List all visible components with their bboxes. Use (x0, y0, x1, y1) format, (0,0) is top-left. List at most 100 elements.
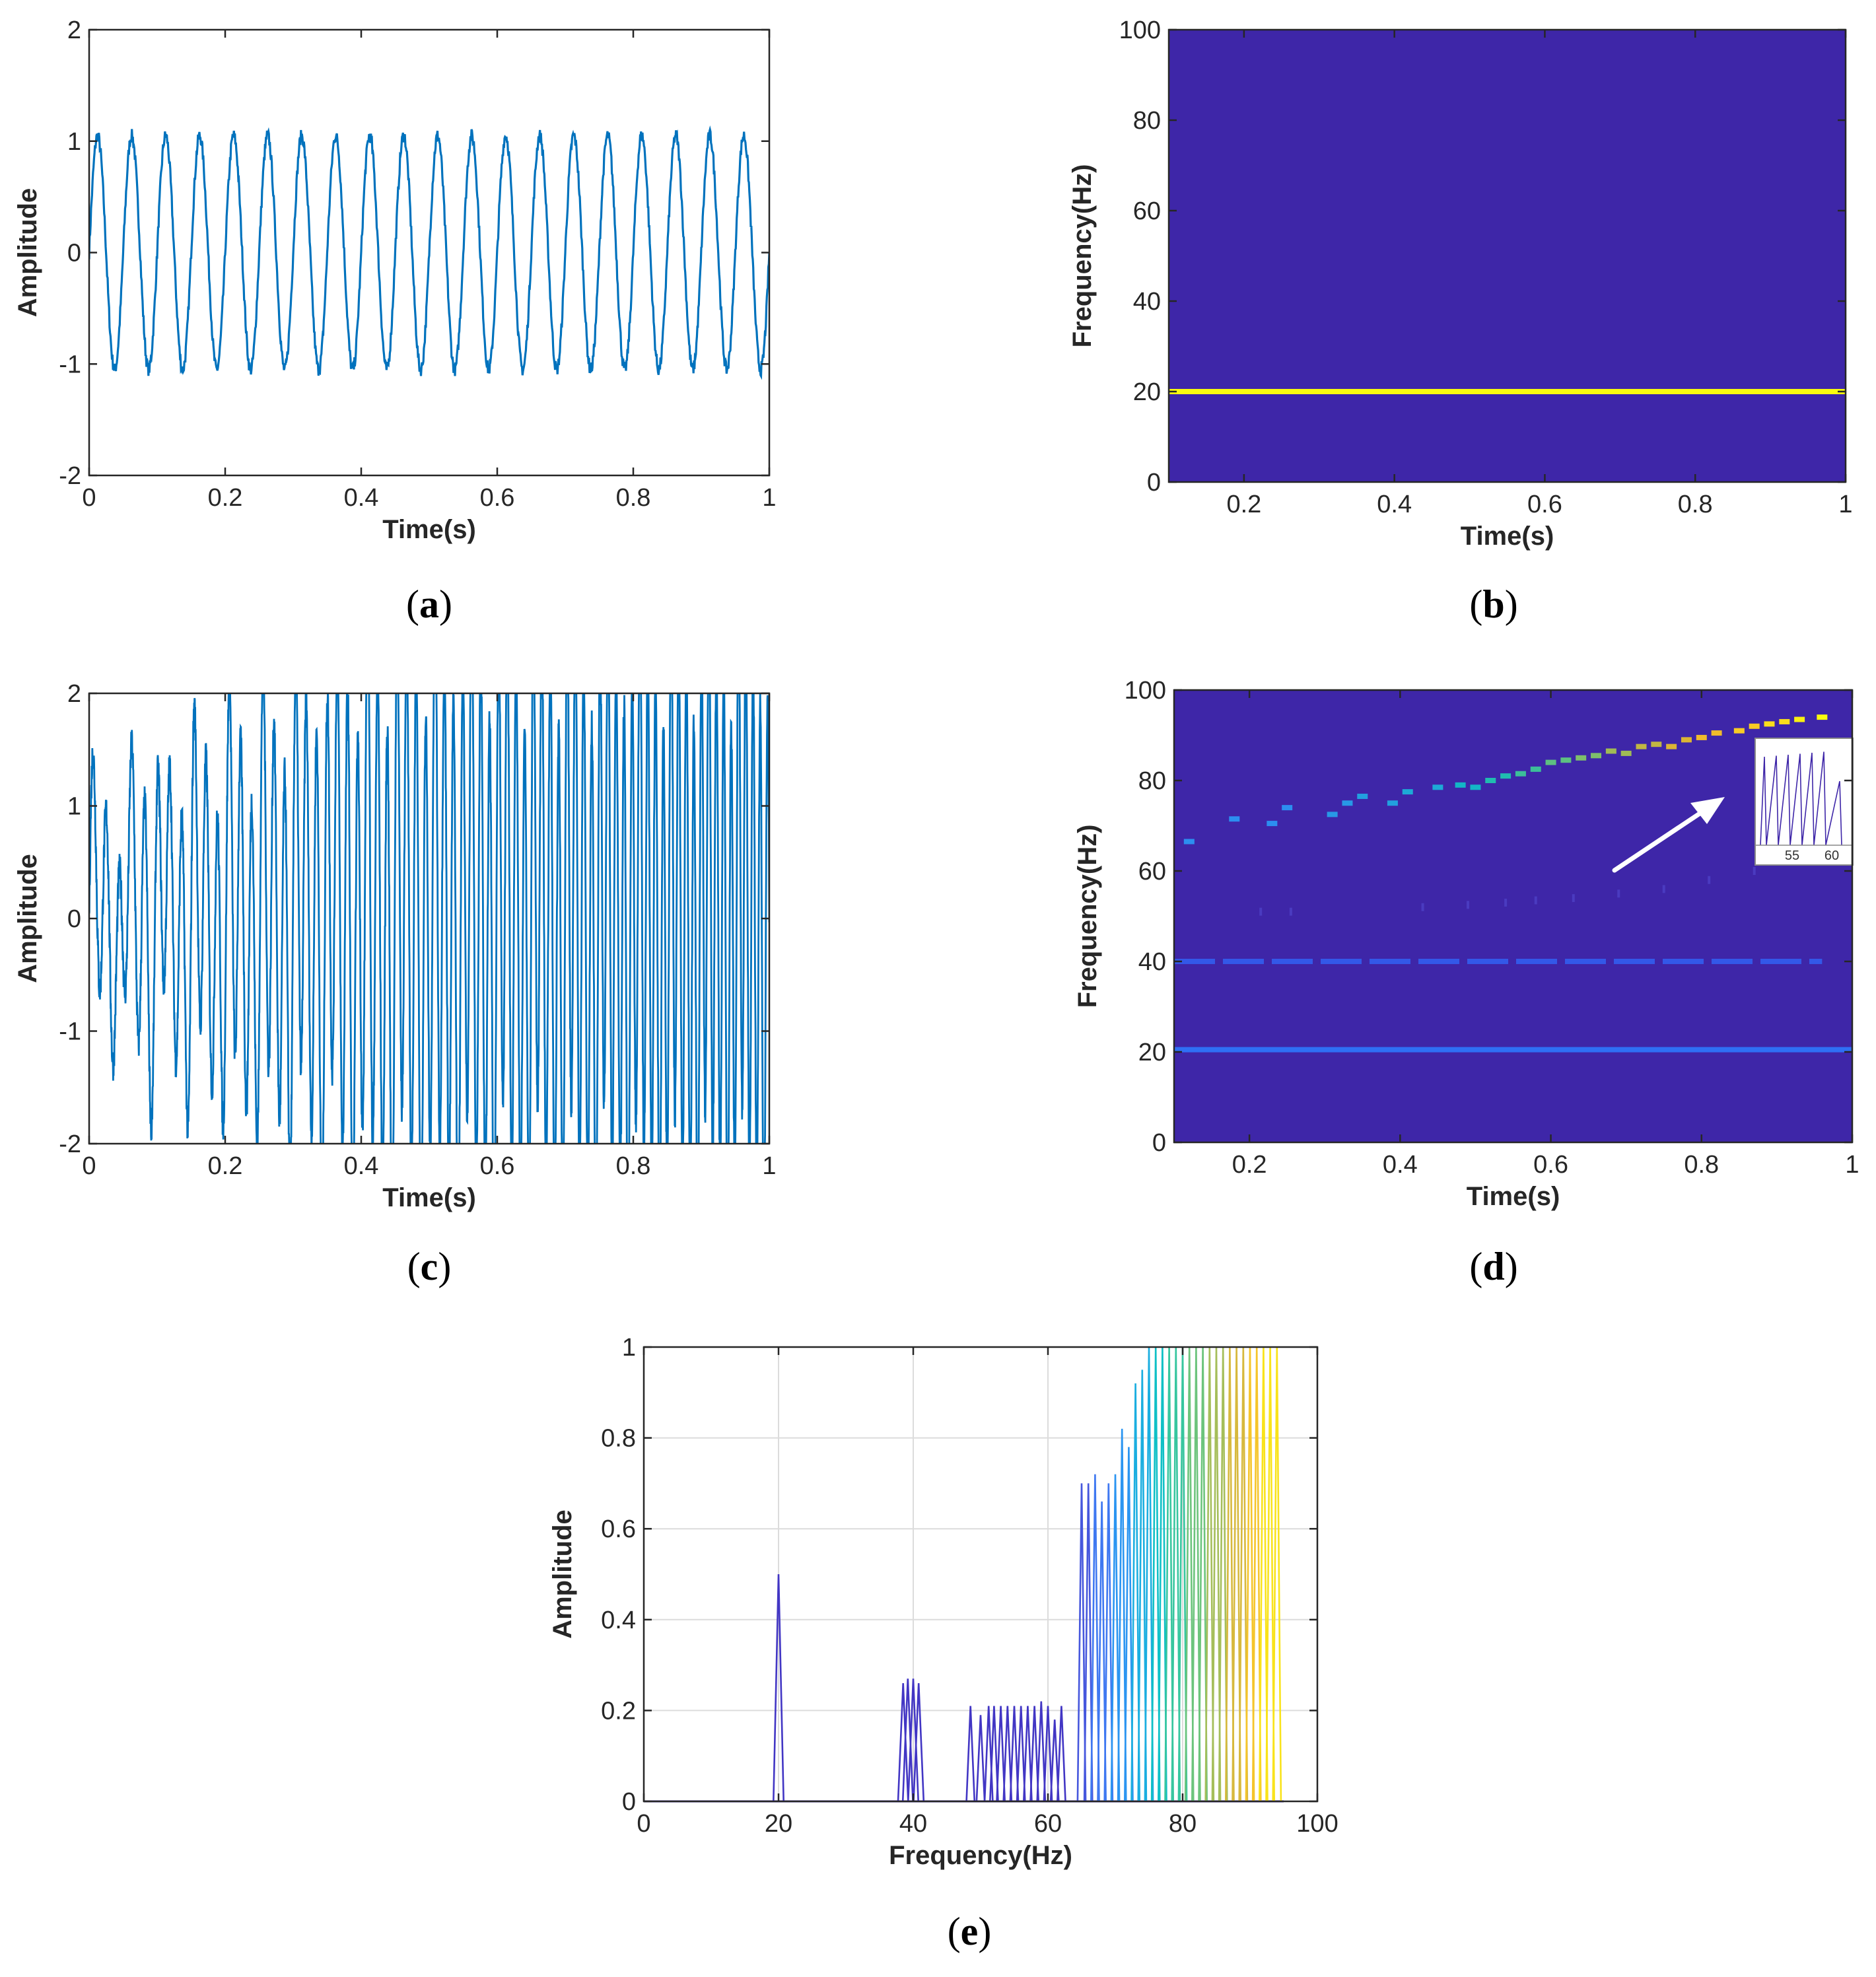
spectral-peak (1023, 1706, 1033, 1801)
y-tick-label: 100 (1125, 677, 1166, 705)
y-tick-label: -2 (59, 462, 81, 490)
spectral-peak (975, 1715, 986, 1801)
faint-mark (1259, 907, 1263, 916)
pointer-arrow (1612, 797, 1725, 873)
heatmap-background (1174, 690, 1852, 1142)
chirp-segment (1651, 742, 1662, 747)
x-tick-label: 0.2 (208, 484, 243, 512)
spectral-peak (1184, 1347, 1195, 1801)
x-tick-label: 0.8 (1684, 1151, 1719, 1179)
chirp-segment (1387, 800, 1398, 806)
spectral-peak (1016, 1706, 1026, 1801)
y-tick-label: 0.4 (601, 1607, 636, 1634)
chirp-segment (1794, 716, 1805, 722)
x-axis-label: Time(s) (1461, 522, 1554, 551)
y-axis-label: Frequency(Hz) (1068, 164, 1097, 348)
series-line (89, 693, 769, 1144)
spectral-peak (1171, 1347, 1181, 1801)
spectral-peak (1130, 1383, 1140, 1801)
spectral-peak (773, 1574, 784, 1801)
spectral-peak (1036, 1701, 1047, 1801)
faint-mark (1617, 889, 1620, 898)
chirp-segment (1545, 759, 1556, 765)
spectral-peak (1090, 1474, 1100, 1801)
y-tick-label: 40 (1133, 288, 1161, 316)
spectral-peak (1204, 1347, 1215, 1801)
y-tick-label: 40 (1138, 948, 1166, 976)
spectral-peak (1029, 1706, 1039, 1801)
spectral-peak (1150, 1347, 1161, 1801)
chirp-segment (1229, 816, 1240, 822)
chirp-segment (1455, 782, 1466, 788)
chirp-segment (1779, 718, 1790, 724)
spectral-peak (913, 1683, 925, 1801)
y-tick-label: -1 (59, 351, 81, 378)
y-tick-label: 1 (622, 1334, 636, 1362)
chirp-segment (1470, 784, 1481, 790)
x-tick-label: 0 (82, 484, 96, 512)
spectral-peak (1158, 1347, 1167, 1801)
x-tick-label: 0.6 (480, 1152, 515, 1180)
spectral-peak (1177, 1347, 1188, 1801)
x-tick-label: 0.4 (344, 484, 379, 512)
chirp-segment (1749, 723, 1760, 729)
faint-mark (1753, 867, 1756, 875)
chirp-segment (1696, 734, 1707, 740)
y-tick-label: -2 (59, 1130, 81, 1158)
spectral-peak (1272, 1347, 1282, 1801)
x-tick-label: 20 (765, 1810, 792, 1838)
chirp-segment (1681, 737, 1692, 743)
y-axis-label: Frequency(Hz) (1073, 825, 1102, 1008)
x-tick-label: 0.6 (1533, 1151, 1568, 1179)
chirp-segment (1282, 805, 1293, 811)
chirp-segment (1267, 821, 1278, 827)
spectral-peak (907, 1679, 919, 1801)
faint-mark (1708, 876, 1711, 884)
chirp-segment (1402, 789, 1413, 795)
x-tick-label: 0.8 (616, 484, 651, 512)
y-tick-label: -1 (59, 1018, 81, 1046)
y-tick-label: 0.2 (601, 1697, 636, 1725)
spectral-peak (1049, 1719, 1060, 1801)
spectral-peak (1232, 1347, 1241, 1801)
y-tick-label: 60 (1138, 858, 1166, 885)
y-axis-label: Amplitude (13, 854, 42, 983)
arrow-shaft (1612, 808, 1706, 873)
panel-c-label: (c) (407, 1245, 452, 1288)
spectral-peak (897, 1683, 909, 1801)
y-tick-label: 0.6 (601, 1515, 636, 1543)
y-tick-label: 1 (67, 128, 81, 156)
plot-frame (1167, 28, 1847, 483)
x-tick-label: 1 (762, 1152, 776, 1180)
spectral-peak (1137, 1370, 1148, 1801)
x-tick-label: 1 (762, 484, 776, 512)
y-tick-label: 20 (1133, 378, 1161, 406)
spectral-peak (1259, 1347, 1268, 1801)
panel-b-label: (b) (1469, 582, 1517, 626)
chirp-segment (1530, 766, 1541, 772)
x-axis-label: Time(s) (382, 1183, 476, 1212)
chirp-segment (1636, 744, 1647, 749)
x-tick-label: 1 (1838, 491, 1852, 518)
chirp-segment (1500, 773, 1511, 779)
panel-e: 0 20 40 60 80 100 0 0.2 0.4 0.6 0.8 1 Frequency(Hz) A… (548, 1334, 1338, 1870)
x-axis-label: Frequency(Hz) (889, 1841, 1072, 1870)
spectral-peak (989, 1706, 999, 1801)
spectral-peak (1191, 1347, 1201, 1801)
arrow-head (1690, 797, 1725, 824)
x-tick-label: 0.8 (1678, 491, 1713, 518)
faint-mark (1662, 885, 1665, 893)
faint-mark (1289, 907, 1292, 916)
faint-mark (1467, 901, 1470, 909)
faint-mark (1572, 894, 1575, 903)
chirp-segment (1605, 748, 1616, 754)
chirp-segment (1183, 839, 1195, 845)
chirp-segment (1764, 721, 1775, 727)
x-tick-label: 0.6 (1527, 491, 1562, 518)
chirp-segment (1357, 793, 1368, 799)
spectral-peak (1097, 1501, 1107, 1801)
chirp-segment (1576, 755, 1587, 761)
x-tick-label: 40 (899, 1810, 927, 1838)
faint-mark (1421, 903, 1424, 911)
